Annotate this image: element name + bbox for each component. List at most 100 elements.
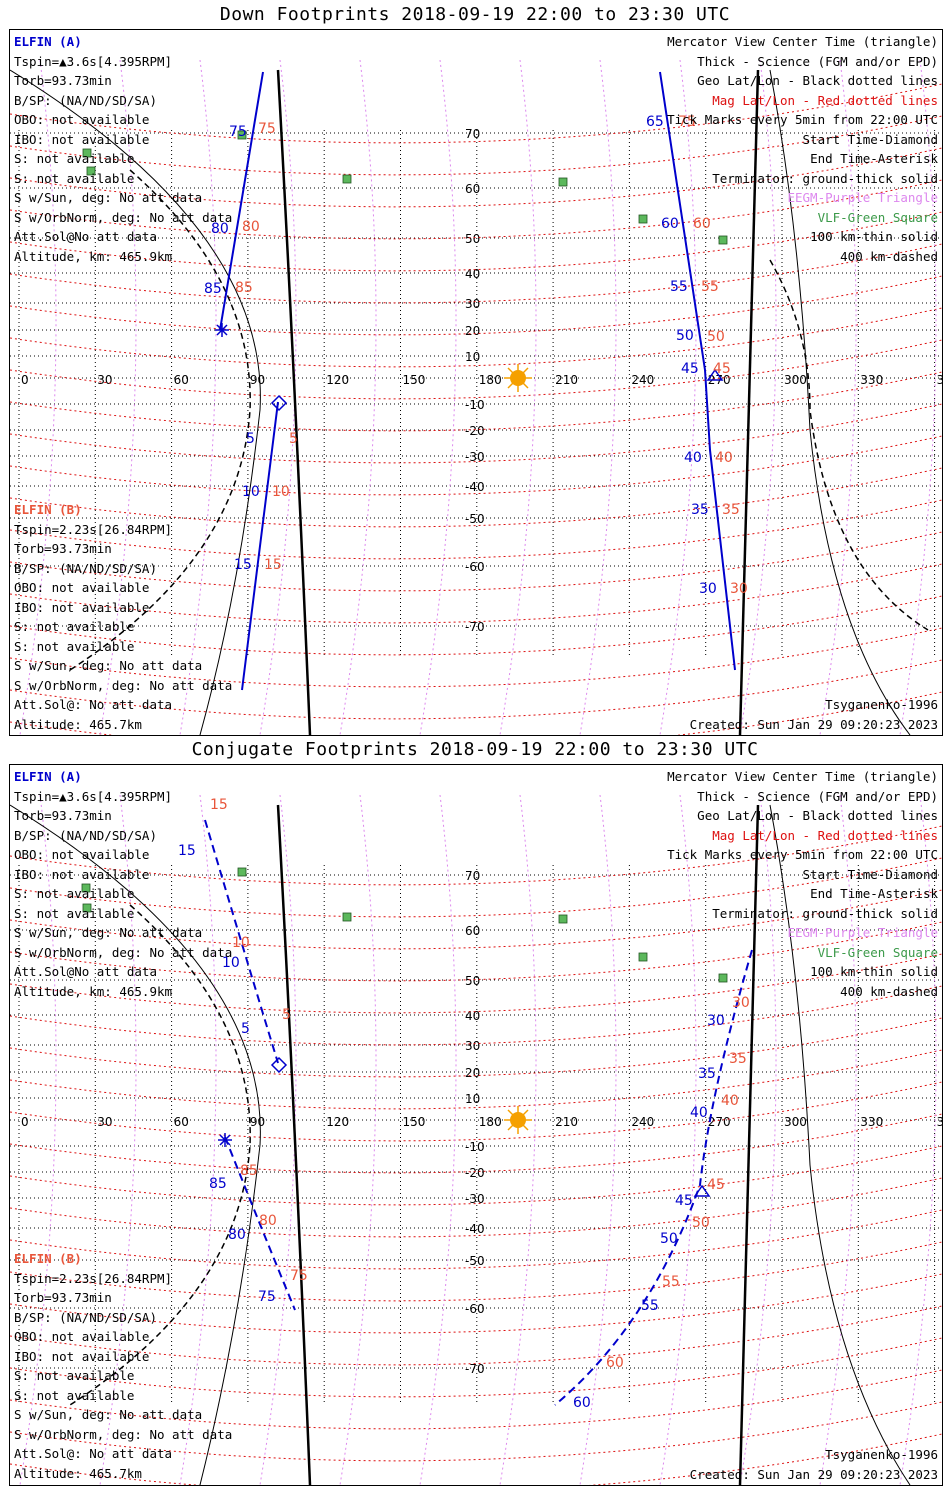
elfin-b-tick-label: 75	[290, 1268, 308, 1284]
mag-lat-line	[10, 1305, 942, 1366]
elfin-b-tick-label: 55	[662, 1274, 680, 1290]
vlf-square	[638, 952, 648, 962]
vlf-square	[718, 235, 728, 245]
vlf-square	[558, 914, 568, 924]
lat-tick-label: -70	[465, 620, 485, 634]
lat-tick-label: 20	[465, 1066, 480, 1080]
mag-lat-line	[10, 179, 942, 240]
mag-lat-line	[10, 1433, 942, 1485]
lon-tick-label: 360	[937, 1115, 942, 1129]
mag-lat-line	[10, 467, 942, 528]
elfin-b-tick-label: 30	[730, 581, 748, 597]
elfin-b-tick-label: 45	[707, 1177, 725, 1193]
elfin-a-tick-label: 85	[209, 1176, 227, 1192]
mag-lat-line	[10, 1017, 942, 1078]
mag-lat-line	[10, 403, 942, 464]
mag-lon-line	[339, 59, 377, 735]
mag-lon-line	[179, 794, 217, 1485]
elfin-a-tick-label: 65	[646, 114, 664, 130]
lon-tick-label: 0	[21, 373, 29, 387]
lat-tick-label: 10	[465, 1092, 480, 1106]
vlf-square	[82, 148, 92, 158]
lon-tick-label: 330	[860, 1115, 883, 1129]
panel-title: Down Footprints 2018-09-19 22:00 to 23:3…	[219, 4, 731, 25]
mag-lon-line	[579, 59, 617, 735]
lon-tick-label: 150	[403, 1115, 426, 1129]
mag-lon-line	[419, 794, 457, 1485]
elfin-b-tick-label: 30	[732, 995, 750, 1011]
elfin-a-tick-label: 35	[698, 1066, 716, 1082]
lat-tick-label: -30	[465, 450, 485, 464]
lat-tick-label: -30	[465, 1192, 485, 1206]
mag-lat-line	[10, 499, 942, 560]
mag-lon-line	[819, 794, 857, 1485]
elfin-a-tick-label: 60	[573, 1395, 591, 1411]
mag-lat-line	[10, 1369, 942, 1430]
lon-tick-label: 210	[555, 373, 578, 387]
vlf-square	[237, 130, 247, 140]
mag-lat-line	[10, 659, 942, 720]
mag-lat-line	[10, 371, 942, 432]
lat-tick-label: -10	[465, 1140, 485, 1154]
mag-lon-line	[259, 59, 297, 735]
mag-lat-line	[10, 211, 942, 272]
lon-tick-label: 180	[479, 1115, 502, 1129]
mag-lon-line	[99, 794, 137, 1485]
lat-tick-label: 20	[465, 324, 480, 338]
lat-tick-label: 50	[465, 974, 480, 988]
mag-lon-line	[339, 794, 377, 1485]
elfin-b-tick-label: 75	[678, 114, 696, 130]
mag-lat-line	[10, 1337, 942, 1398]
mag-lat-line	[10, 147, 942, 208]
lon-tick-label: 240	[631, 373, 654, 387]
mag-lon-line	[659, 794, 697, 1485]
elfin-a-tick-label: 30	[699, 581, 717, 597]
circle-100km	[769, 69, 911, 735]
mag-lat-line	[10, 889, 942, 950]
mag-lon-line	[739, 59, 777, 735]
mag-lat-line	[10, 1049, 942, 1110]
start-time-diamond	[270, 394, 288, 412]
lon-tick-label: 120	[326, 1115, 349, 1129]
lon-tick-label: 30	[97, 373, 112, 387]
lat-tick-label: 60	[465, 924, 480, 938]
mag-lat-line	[10, 825, 942, 886]
center-time-triangle	[693, 1184, 711, 1197]
elfin-b-tick-label: 50	[692, 1215, 710, 1231]
lat-tick-label: -10	[465, 398, 485, 412]
elfin-a-tick-label: 55	[641, 1298, 659, 1314]
lon-tick-label: 180	[479, 373, 502, 387]
circle-400km	[769, 259, 929, 631]
elfin-a-tick-label: 5	[241, 1021, 250, 1037]
elfin-a-tick-label: 10	[222, 955, 240, 971]
circle-100km	[10, 804, 261, 1485]
mag-lon-line	[499, 794, 537, 1485]
elfin-a-tick-label: 50	[676, 328, 694, 344]
mag-lat-line	[10, 435, 942, 496]
circle-400km	[69, 169, 251, 671]
mag-lat-line	[10, 339, 942, 400]
mag-lon-line	[419, 59, 457, 735]
mag-lon-line	[499, 59, 537, 735]
mag-lat-line	[10, 307, 942, 368]
elfin-a-track	[224, 1136, 296, 1311]
elfin-a-info: ELFIN (A) Tspin=▲3.6s[4.395RPM] Torb=93.7…	[14, 34, 233, 264]
mag-lon-line	[899, 59, 937, 735]
elfin-a-track	[204, 819, 279, 1064]
elfin-a-tick-label: 35	[691, 502, 709, 518]
lat-tick-label: 30	[465, 297, 480, 311]
mag-lat-line	[10, 1145, 942, 1206]
elfin-b-tick-label: 85	[240, 1163, 258, 1179]
mag-lat-line	[10, 83, 942, 144]
circle-400km	[69, 904, 251, 1406]
elfin-a-tick-label: 75	[229, 124, 247, 140]
mag-lon-line	[899, 794, 937, 1485]
mag-lat-line	[10, 921, 942, 982]
lat-tick-label: 60	[465, 182, 480, 196]
lon-tick-label: 270	[708, 1115, 731, 1129]
circle-100km	[10, 69, 261, 735]
elfin-a-track	[659, 71, 736, 671]
elfin-b-info: ELFIN (B) Tspin=2.23s[26.84RPM] Torb=93.7…	[14, 502, 233, 732]
elfin-b-tick-label: 75	[258, 121, 276, 137]
elfin-a-track	[241, 401, 279, 691]
